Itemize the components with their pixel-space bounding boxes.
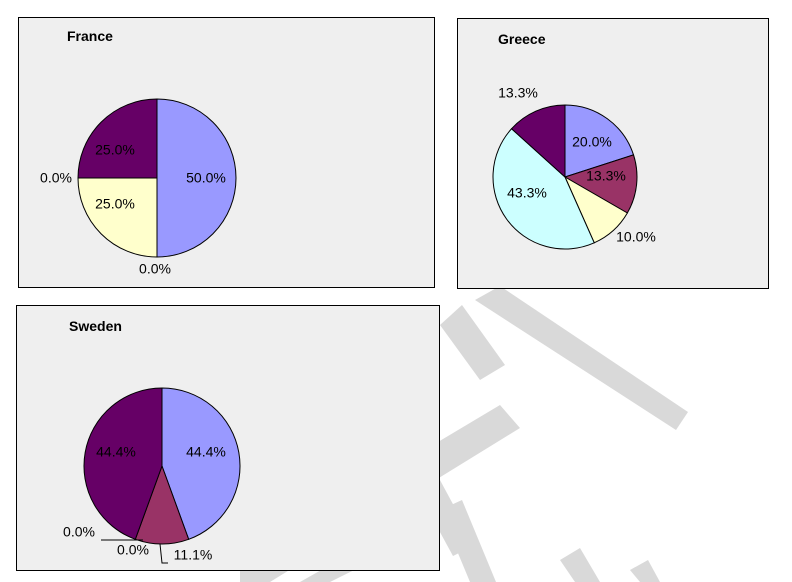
chart-title: Sweden — [69, 318, 122, 334]
slice-data-label: 0.0% — [139, 261, 171, 277]
slice-data-label: 10.0% — [616, 229, 656, 245]
slice-data-label: 0.0% — [117, 542, 149, 558]
pie-slice — [156, 98, 237, 258]
slice-data-label: 13.3% — [586, 168, 626, 184]
slice-data-label: 44.4% — [186, 444, 226, 460]
slice-data-label: 44.4% — [96, 444, 136, 460]
pie-slice — [510, 104, 566, 179]
france-pie-chart: 50.0% 0.0% 25.0% 0.0% 25.0% — [40, 98, 237, 277]
slice-data-label: 0.0% — [40, 170, 72, 186]
pie-slice — [83, 387, 163, 540]
slice-data-label: 50.0% — [186, 170, 226, 186]
sweden-pie-chart: 44.4% 11.1% 0.0% 0.0% 44.4% — [63, 387, 241, 564]
slice-data-label: 43.3% — [507, 185, 547, 201]
slice-data-label: 25.0% — [95, 142, 135, 158]
pie-slice — [492, 128, 595, 250]
label-leader-line — [159, 543, 168, 564]
greece-pie-chart: 20.0% 13.3% 10.0% 43.3% 13.3% — [492, 85, 656, 250]
greece-chart-panel: Greece 20.0% 13.3% 10.0% 43.3% 13.3% — [457, 18, 769, 289]
slice-data-label: 25.0% — [95, 196, 135, 212]
slice-data-label: 11.1% — [174, 547, 213, 563]
sweden-chart-panel: Sweden 44.4% 11.1% 0.0% 0.0% 44.4% — [16, 305, 440, 571]
slice-data-label: 13.3% — [498, 85, 538, 101]
chart-title: Greece — [498, 31, 546, 47]
pie-slice — [77, 177, 158, 258]
france-chart-panel: France 50.0% 0.0% 25.0% 0.0% 25.0% — [18, 17, 435, 288]
slice-data-label: 0.0% — [63, 524, 95, 540]
pie-slice — [563, 154, 638, 214]
chart-title: France — [67, 28, 113, 44]
pie-slice — [161, 387, 241, 540]
pie-slice — [564, 104, 635, 178]
slice-data-label: 20.0% — [572, 134, 612, 150]
pie-slice — [77, 98, 158, 179]
